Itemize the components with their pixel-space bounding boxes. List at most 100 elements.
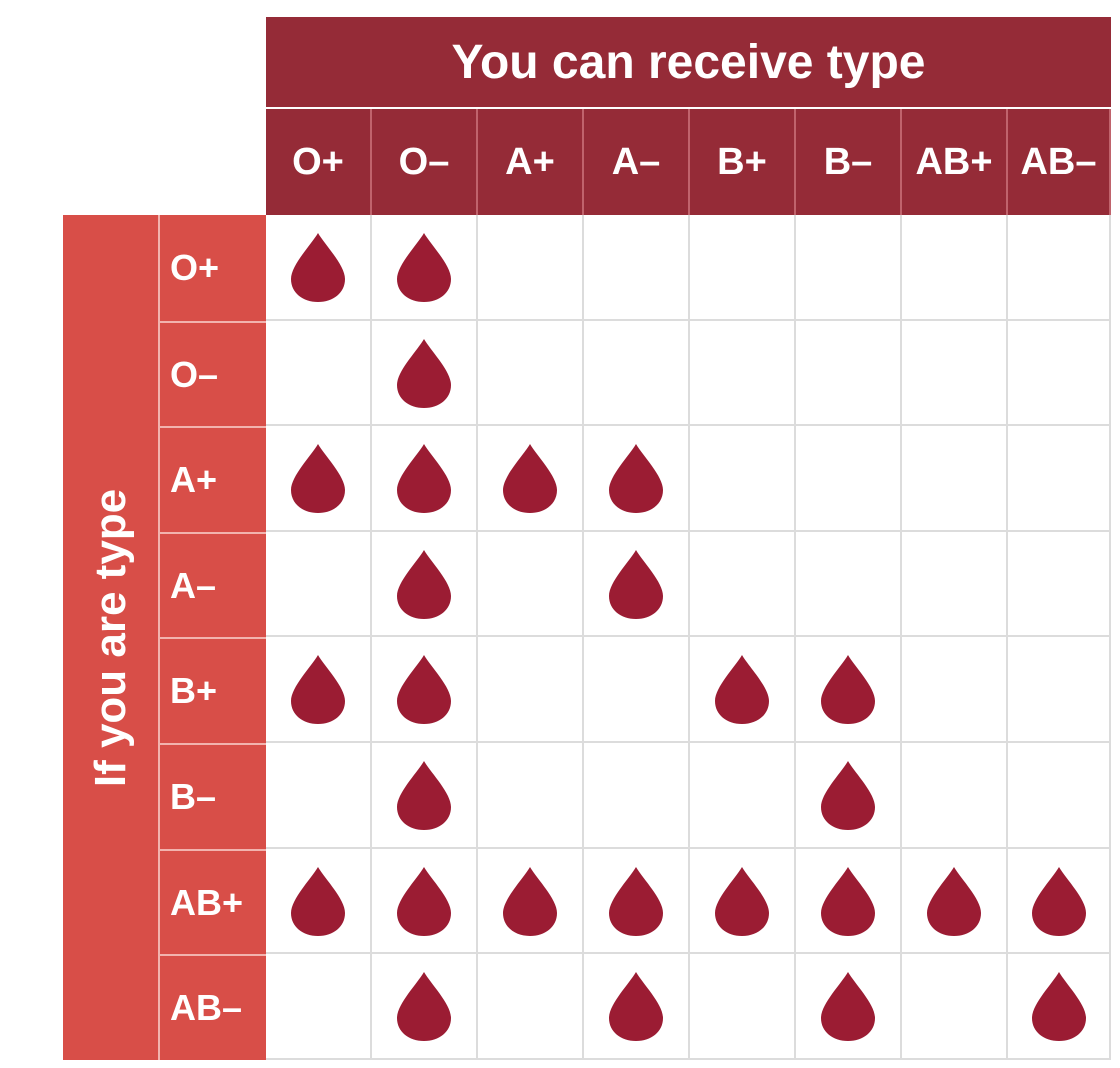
compatibility-cell: [584, 743, 690, 849]
blood-drop-icon: [609, 972, 663, 1041]
compatibility-cell: [690, 321, 796, 426]
blood-drop-icon: [715, 655, 769, 724]
column-group-title: You can receive type: [266, 17, 1111, 109]
compatibility-cell: [372, 215, 478, 321]
compatibility-cell: [372, 426, 478, 532]
compatibility-cell: [478, 215, 584, 321]
compatibility-cell: [478, 426, 584, 532]
row-header: AB–: [160, 954, 266, 1060]
blood-drop-icon: [397, 866, 451, 936]
compatibility-cell: [902, 954, 1008, 1060]
compatibility-cell: [902, 321, 1008, 426]
blood-drop-icon: [503, 866, 557, 936]
compatibility-cell: [372, 954, 478, 1060]
compatibility-cell: [266, 954, 372, 1060]
blood-drop-icon: [397, 972, 451, 1041]
compatibility-cell: [902, 532, 1008, 637]
column-header: AB+: [902, 109, 1008, 215]
compatibility-cell: [372, 743, 478, 849]
compatibility-cell: [690, 954, 796, 1060]
row-header: AB+: [160, 849, 266, 954]
row-header: O–: [160, 321, 266, 426]
row-group-label-panel: If you are type: [63, 215, 160, 1060]
compatibility-cell: [902, 637, 1008, 743]
blood-drop-icon: [291, 655, 345, 724]
compatibility-cell: [478, 743, 584, 849]
row-header: O+: [160, 215, 266, 321]
compatibility-cell: [796, 321, 902, 426]
compatibility-cell: [372, 637, 478, 743]
compatibility-cell: [478, 849, 584, 954]
compatibility-cell: [796, 743, 902, 849]
column-header: A+: [478, 109, 584, 215]
blood-drop-icon: [821, 972, 875, 1041]
blood-drop-icon: [291, 866, 345, 936]
compatibility-cell: [902, 426, 1008, 532]
blood-drop-icon: [397, 761, 451, 830]
column-header: O–: [372, 109, 478, 215]
compatibility-cell: [584, 637, 690, 743]
compatibility-cell: [584, 954, 690, 1060]
compatibility-cell: [796, 637, 902, 743]
compatibility-cell: [1008, 954, 1111, 1060]
compatibility-cell: [902, 743, 1008, 849]
compatibility-cell: [266, 637, 372, 743]
compatibility-cell: [478, 532, 584, 637]
compatibility-cell: [796, 532, 902, 637]
blood-drop-icon: [291, 444, 345, 513]
compatibility-cell: [690, 637, 796, 743]
blood-drop-icon: [715, 866, 769, 936]
compatibility-cell: [796, 426, 902, 532]
blood-drop-icon: [609, 444, 663, 513]
blood-drop-icon: [927, 866, 981, 936]
blood-drop-icon: [609, 549, 663, 619]
compatibility-cell: [690, 849, 796, 954]
blood-drop-icon: [397, 655, 451, 724]
column-header: A–: [584, 109, 690, 215]
row-group-label: If you are type: [85, 488, 135, 787]
blood-drop-icon: [821, 866, 875, 936]
compatibility-cell: [266, 743, 372, 849]
compatibility-cell: [902, 215, 1008, 321]
compatibility-cell: [1008, 743, 1111, 849]
compatibility-cell: [478, 637, 584, 743]
compatibility-cell: [1008, 849, 1111, 954]
blood-drop-icon: [609, 866, 663, 936]
compatibility-cell: [1008, 532, 1111, 637]
compatibility-cell: [1008, 637, 1111, 743]
compatibility-cell: [690, 532, 796, 637]
column-header: B+: [690, 109, 796, 215]
blood-drop-icon: [821, 655, 875, 724]
blood-drop-icon: [291, 233, 345, 302]
blood-drop-icon: [397, 444, 451, 513]
blood-drop-icon: [1031, 866, 1086, 936]
row-header: A–: [160, 532, 266, 637]
compatibility-cell: [266, 215, 372, 321]
compatibility-cell: [478, 954, 584, 1060]
column-header: B–: [796, 109, 902, 215]
blood-drop-icon: [821, 761, 875, 830]
blood-drop-icon: [397, 549, 451, 619]
compatibility-cell: [690, 426, 796, 532]
compatibility-cell: [266, 426, 372, 532]
compatibility-cell: [690, 215, 796, 321]
compatibility-cell: [584, 321, 690, 426]
compatibility-cell: [266, 849, 372, 954]
column-header: O+: [266, 109, 372, 215]
blood-drop-icon: [397, 338, 451, 408]
compatibility-cell: [584, 426, 690, 532]
blood-drop-icon: [397, 233, 451, 302]
compatibility-cell: [1008, 321, 1111, 426]
blood-drop-icon: [1031, 972, 1086, 1041]
compatibility-cell: [902, 849, 1008, 954]
compatibility-cell: [266, 532, 372, 637]
compatibility-cell: [796, 849, 902, 954]
compatibility-cell: [584, 849, 690, 954]
compatibility-cell: [1008, 215, 1111, 321]
row-header: A+: [160, 426, 266, 532]
column-header: AB–: [1008, 109, 1111, 215]
row-header: B+: [160, 637, 266, 743]
compatibility-cell: [266, 321, 372, 426]
compatibility-cell: [584, 215, 690, 321]
